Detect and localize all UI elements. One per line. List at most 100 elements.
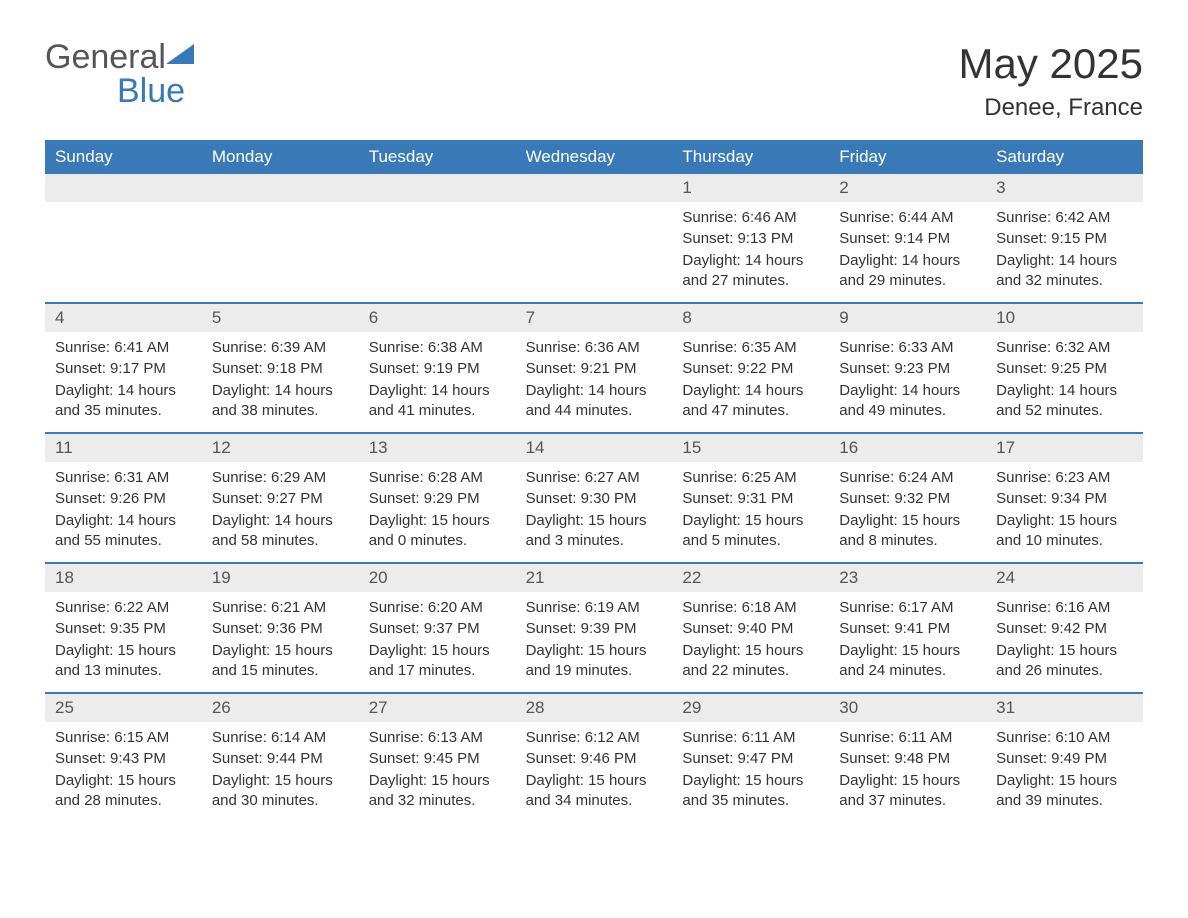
day-cell-empty	[202, 174, 359, 302]
sunset-line: Sunset: 9:48 PM	[839, 749, 976, 769]
day-body: Sunrise: 6:18 AMSunset: 9:40 PMDaylight:…	[672, 592, 829, 688]
day-cell-14: 14Sunrise: 6:27 AMSunset: 9:30 PMDayligh…	[516, 434, 673, 562]
daylight-line: Daylight: 14 hours and 29 minutes.	[839, 251, 976, 292]
day-cell-28: 28 Sunrise: 6:12 AMSunset: 9:46 PMDayligh…	[516, 694, 673, 822]
day-number: 21	[516, 564, 673, 592]
logo: General Blue	[45, 40, 194, 108]
day-body: Sunrise: 6:15 AMSunset: 9:43 PMDaylight:…	[45, 722, 202, 818]
logo-triangle-icon	[166, 44, 194, 68]
day-body: Sunrise: 6:16 AMSunset: 9:42 PMDaylight:…	[986, 592, 1143, 688]
sunrise-line: Sunrise: 6:33 AM	[839, 338, 976, 358]
day-number: 19	[202, 564, 359, 592]
sunrise-line: Sunrise: 6:13 AM	[369, 728, 506, 748]
day-number	[202, 174, 359, 202]
day-body: Sunrise: 6:22 AMSunset: 9:35 PMDaylight:…	[45, 592, 202, 688]
day-number: 24	[986, 564, 1143, 592]
weekday-tuesday: Tuesday	[359, 140, 516, 174]
daylight-line: Daylight: 14 hours and 32 minutes.	[996, 251, 1133, 292]
weekday-sunday: Sunday	[45, 140, 202, 174]
sunset-line: Sunset: 9:46 PM	[526, 749, 663, 769]
daylight-line: Daylight: 15 hours and 30 minutes.	[212, 771, 349, 812]
weekday-saturday: Saturday	[986, 140, 1143, 174]
day-number: 12	[202, 434, 359, 462]
daylight-line: Daylight: 14 hours and 55 minutes.	[55, 511, 192, 552]
sunset-line: Sunset: 9:36 PM	[212, 619, 349, 639]
sunrise-line: Sunrise: 6:15 AM	[55, 728, 192, 748]
day-body: Sunrise: 6:41 AMSunset: 9:17 PMDaylight:…	[45, 332, 202, 428]
day-cell-22: 22Sunrise: 6:18 AMSunset: 9:40 PMDayligh…	[672, 564, 829, 692]
day-body: Sunrise: 6:33 AMSunset: 9:23 PMDaylight:…	[829, 332, 986, 428]
day-cell-18: 18Sunrise: 6:22 AMSunset: 9:35 PMDayligh…	[45, 564, 202, 692]
day-body: Sunrise: 6:14 AMSunset: 9:44 PMDaylight:…	[202, 722, 359, 818]
sunset-line: Sunset: 9:40 PM	[682, 619, 819, 639]
weekday-header-row: SundayMondayTuesdayWednesdayThursdayFrid…	[45, 140, 1143, 174]
sunrise-line: Sunrise: 6:12 AM	[526, 728, 663, 748]
header: General Blue May 2025 Denee, France	[45, 40, 1143, 122]
daylight-line: Daylight: 15 hours and 32 minutes.	[369, 771, 506, 812]
day-body: Sunrise: 6:32 AMSunset: 9:25 PMDaylight:…	[986, 332, 1143, 428]
title-block: May 2025 Denee, France	[959, 40, 1143, 122]
sunrise-line: Sunrise: 6:44 AM	[839, 208, 976, 228]
day-number: 15	[672, 434, 829, 462]
week-row: 18Sunrise: 6:22 AMSunset: 9:35 PMDayligh…	[45, 562, 1143, 692]
day-cell-15: 15Sunrise: 6:25 AMSunset: 9:31 PMDayligh…	[672, 434, 829, 562]
sunrise-line: Sunrise: 6:16 AM	[996, 598, 1133, 618]
daylight-line: Daylight: 15 hours and 8 minutes.	[839, 511, 976, 552]
day-body: Sunrise: 6:11 AMSunset: 9:48 PMDaylight:…	[829, 722, 986, 818]
day-cell-30: 30Sunrise: 6:11 AMSunset: 9:48 PMDayligh…	[829, 694, 986, 822]
day-body: Sunrise: 6:42 AMSunset: 9:15 PMDaylight:…	[986, 202, 1143, 298]
day-cell-12: 12Sunrise: 6:29 AMSunset: 9:27 PMDayligh…	[202, 434, 359, 562]
weekday-thursday: Thursday	[672, 140, 829, 174]
sunrise-line: Sunrise: 6:32 AM	[996, 338, 1133, 358]
day-number: 26	[202, 694, 359, 722]
sunrise-line: Sunrise: 6:46 AM	[682, 208, 819, 228]
weekday-monday: Monday	[202, 140, 359, 174]
daylight-line: Daylight: 15 hours and 34 minutes.	[526, 771, 663, 812]
day-number: 3	[986, 174, 1143, 202]
day-body: Sunrise: 6:20 AMSunset: 9:37 PMDaylight:…	[359, 592, 516, 688]
day-cell-25: 25Sunrise: 6:15 AMSunset: 9:43 PMDayligh…	[45, 694, 202, 822]
sunset-line: Sunset: 9:14 PM	[839, 229, 976, 249]
day-body: Sunrise: 6:38 AMSunset: 9:19 PMDaylight:…	[359, 332, 516, 428]
sunset-line: Sunset: 9:31 PM	[682, 489, 819, 509]
day-number	[516, 174, 673, 202]
day-number: 28	[516, 694, 673, 722]
week-row: 4Sunrise: 6:41 AMSunset: 9:17 PMDaylight…	[45, 302, 1143, 432]
day-number: 29	[672, 694, 829, 722]
day-cell-23: 23Sunrise: 6:17 AMSunset: 9:41 PMDayligh…	[829, 564, 986, 692]
sunset-line: Sunset: 9:47 PM	[682, 749, 819, 769]
weekday-friday: Friday	[829, 140, 986, 174]
sunset-line: Sunset: 9:35 PM	[55, 619, 192, 639]
day-body: Sunrise: 6:35 AMSunset: 9:22 PMDaylight:…	[672, 332, 829, 428]
day-cell-1: 1Sunrise: 6:46 AMSunset: 9:13 PMDaylight…	[672, 174, 829, 302]
sunrise-line: Sunrise: 6:41 AM	[55, 338, 192, 358]
sunset-line: Sunset: 9:41 PM	[839, 619, 976, 639]
day-cell-empty	[45, 174, 202, 302]
sunrise-line: Sunrise: 6:17 AM	[839, 598, 976, 618]
sunset-line: Sunset: 9:30 PM	[526, 489, 663, 509]
daylight-line: Daylight: 15 hours and 37 minutes.	[839, 771, 976, 812]
day-body: Sunrise: 6:11 AMSunset: 9:47 PMDaylight:…	[672, 722, 829, 818]
sunrise-line: Sunrise: 6:11 AM	[839, 728, 976, 748]
day-cell-31: 31Sunrise: 6:10 AMSunset: 9:49 PMDayligh…	[986, 694, 1143, 822]
day-cell-9: 9Sunrise: 6:33 AMSunset: 9:23 PMDaylight…	[829, 304, 986, 432]
sunrise-line: Sunrise: 6:11 AM	[682, 728, 819, 748]
day-number: 5	[202, 304, 359, 332]
logo-text: General Blue	[45, 40, 194, 108]
day-cell-empty	[516, 174, 673, 302]
day-cell-2: 2Sunrise: 6:44 AMSunset: 9:14 PMDaylight…	[829, 174, 986, 302]
day-cell-16: 16Sunrise: 6:24 AMSunset: 9:32 PMDayligh…	[829, 434, 986, 562]
sunrise-line: Sunrise: 6:25 AM	[682, 468, 819, 488]
day-number: 4	[45, 304, 202, 332]
week-row: 1Sunrise: 6:46 AMSunset: 9:13 PMDaylight…	[45, 174, 1143, 302]
day-number: 7	[516, 304, 673, 332]
daylight-line: Daylight: 14 hours and 38 minutes.	[212, 381, 349, 422]
sunrise-line: Sunrise: 6:38 AM	[369, 338, 506, 358]
day-body: Sunrise: 6:24 AMSunset: 9:32 PMDaylight:…	[829, 462, 986, 558]
day-number: 6	[359, 304, 516, 332]
daylight-line: Daylight: 15 hours and 35 minutes.	[682, 771, 819, 812]
sunrise-line: Sunrise: 6:22 AM	[55, 598, 192, 618]
week-row: 11Sunrise: 6:31 AMSunset: 9:26 PMDayligh…	[45, 432, 1143, 562]
daylight-line: Daylight: 14 hours and 27 minutes.	[682, 251, 819, 292]
sunset-line: Sunset: 9:42 PM	[996, 619, 1133, 639]
